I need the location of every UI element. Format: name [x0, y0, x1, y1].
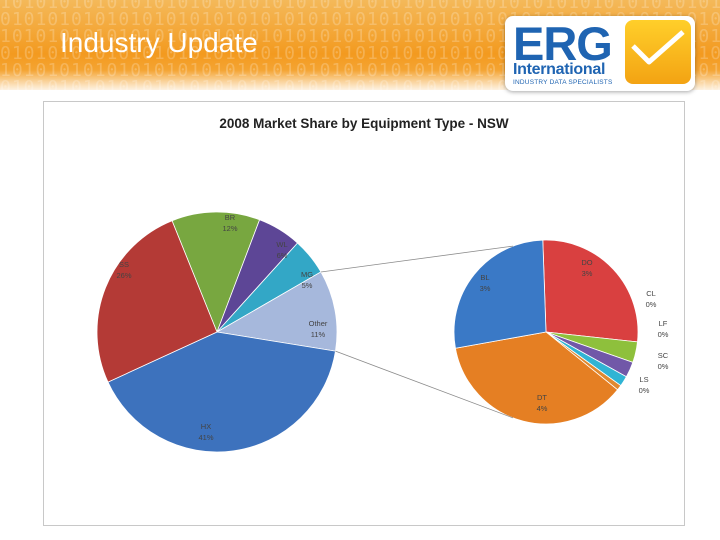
main-label-other: Other — [309, 319, 328, 328]
secondary-label-lf: LF — [659, 319, 668, 328]
connector-line-top — [320, 245, 514, 273]
main-value-other: 11% — [311, 330, 326, 339]
secondary-label-ls: LS — [639, 375, 648, 384]
secondary-slice-dt — [454, 331, 619, 425]
main-slice-br — [171, 211, 261, 334]
main-slice-hx — [107, 331, 336, 453]
page-title: Industry Update — [60, 27, 258, 58]
chart-title: 2008 Market Share by Equipment Type - NS… — [219, 116, 509, 131]
logo-tagline: INDUSTRY DATA SPECIALISTS — [513, 79, 613, 86]
main-slice-other — [215, 271, 338, 352]
pie-of-pie-chart: BR 12% WL 6% MG 5% Other 11% HX 41% SS 26% DO 3% CL 0% L… — [96, 211, 669, 453]
main-value-br: 12% — [222, 224, 237, 233]
chart-frame: 2008 Market Share by Equipment Type - NS… — [43, 101, 685, 526]
secondary-value-ls: 0% — [639, 386, 650, 395]
secondary-value-cl: 0% — [646, 300, 657, 309]
secondary-label-sc: SC — [658, 351, 669, 360]
secondary-value-sc: 0% — [658, 362, 669, 371]
secondary-slice-do — [542, 239, 639, 343]
logo-subtitle: International — [513, 61, 606, 78]
main-value-ss: 26% — [116, 271, 131, 280]
main-label-br: BR — [225, 213, 236, 222]
secondary-value-do: 3% — [582, 269, 593, 278]
main-label-wl: WL — [276, 240, 287, 249]
main-label-ss: SS — [119, 260, 129, 269]
secondary-value-dt: 4% — [537, 404, 548, 413]
logo-checkmark-icon — [625, 20, 691, 84]
main-value-mg: 5% — [302, 281, 313, 290]
main-label-hx: HX — [201, 422, 211, 431]
secondary-label-cl: CL — [646, 289, 656, 298]
erg-logo: ERG International INDUSTRY DATA SPECIALI… — [505, 16, 695, 91]
secondary-value-bl: 3% — [480, 284, 491, 293]
secondary-value-lf: 0% — [658, 330, 669, 339]
secondary-label-bl: BL — [480, 273, 489, 282]
main-value-wl: 6% — [277, 251, 288, 260]
secondary-label-do: DO — [581, 258, 592, 267]
logo-name: ERG — [513, 17, 613, 70]
secondary-slice-bl — [453, 239, 547, 349]
secondary-label-dt: DT — [537, 393, 547, 402]
main-label-mg: MG — [301, 270, 313, 279]
main-slice-ss — [96, 220, 218, 383]
connector-line-bottom — [335, 350, 514, 419]
main-value-hx: 41% — [198, 433, 213, 442]
